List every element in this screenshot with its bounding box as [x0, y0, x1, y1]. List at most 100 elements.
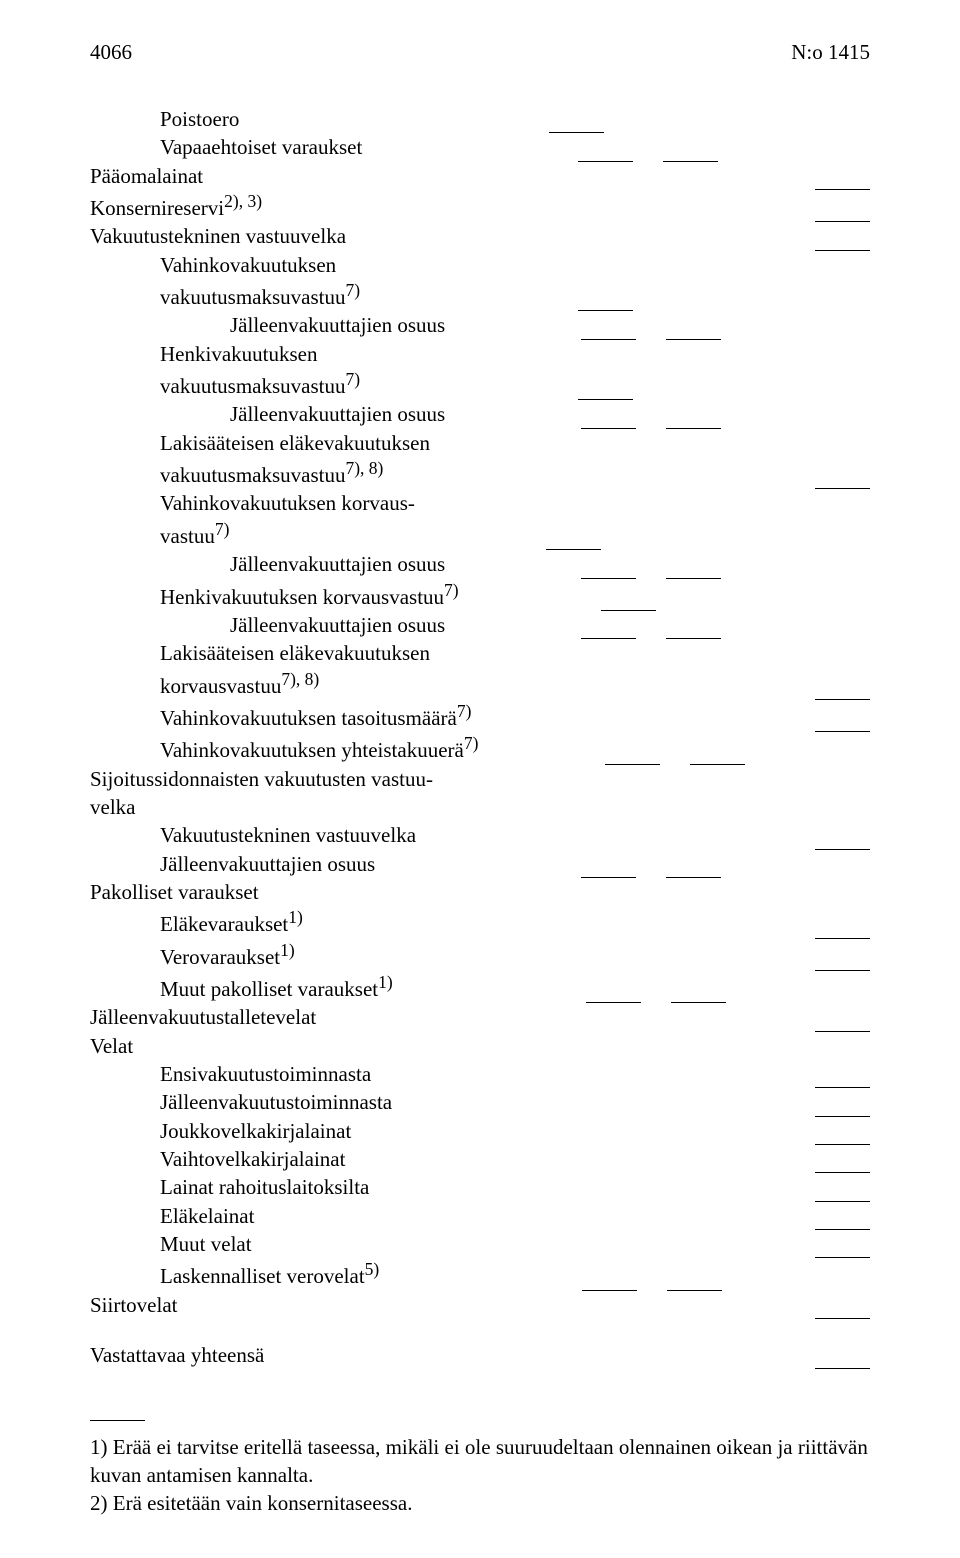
line-label: Poistoero: [160, 105, 239, 133]
blank-field: [601, 588, 656, 611]
blank-field: [549, 110, 604, 133]
line-label: Pakolliset varaukset: [90, 878, 259, 906]
line-label: Vakuutustekninen vastuuvelka: [160, 821, 416, 849]
total-label: Vastattavaa yhteensä: [90, 1341, 264, 1369]
balance-line: Pakolliset varaukset: [90, 878, 870, 906]
header-right: N:o 1415: [791, 40, 870, 65]
blank-field: [815, 916, 870, 939]
balance-line: Vahinkovakuutuksen tasoitusmäärä7): [90, 700, 870, 732]
blank-field: [663, 139, 718, 162]
line-label: Sijoitussidonnaisten vakuutusten vastuu-: [90, 765, 433, 793]
line-label: vakuutusmaksuvastuu7): [160, 279, 360, 311]
line-label: Ensivakuutustoiminnasta: [160, 1060, 371, 1088]
balance-line: Vahinkovakuutuksen: [90, 251, 870, 279]
line-sup: 5): [365, 1259, 380, 1279]
line-label: vakuutusmaksuvastuu7), 8): [160, 457, 383, 489]
line-sup: 7): [464, 733, 479, 753]
page-header: 4066 N:o 1415: [90, 40, 870, 65]
blank-field: [666, 317, 721, 340]
line-sup: 1): [288, 907, 303, 927]
blank-field: [578, 377, 633, 400]
footnote-item: 1) Erää ei tarvitse eritellä taseessa, m…: [90, 1433, 870, 1490]
line-label: Jälleenvakuuttajien osuus: [160, 850, 375, 878]
blank-field: [815, 1346, 870, 1369]
blank-field: [815, 228, 870, 251]
line-label: Vahinkovakuutuksen korvaus-: [160, 489, 415, 517]
line-label: vastuu7): [160, 518, 229, 550]
balance-line: Jälleenvakuuttajien osuus: [90, 311, 870, 339]
line-label: Jälleenvakuutustalletevelat: [90, 1003, 316, 1031]
blank-field: [815, 1009, 870, 1032]
blank-field: [815, 1065, 870, 1088]
balance-line: Eläkevaraukset1): [90, 906, 870, 938]
balance-line: vastuu7): [90, 518, 870, 550]
blank-field: [582, 1268, 637, 1291]
balance-line: Henkivakuutuksen: [90, 340, 870, 368]
line-label: Laskennalliset verovelat5): [160, 1258, 379, 1290]
balance-line: vakuutusmaksuvastuu7): [90, 279, 870, 311]
blank-field: [581, 555, 636, 578]
line-label: Vapaaehtoiset varaukset: [160, 133, 362, 161]
balance-line: Verovaraukset1): [90, 939, 870, 971]
line-label: Eläkelainat: [160, 1202, 254, 1230]
footnote-rule: [90, 1399, 145, 1421]
footnotes: 1) Erää ei tarvitse eritellä taseessa, m…: [90, 1399, 870, 1517]
header-left: 4066: [90, 40, 132, 65]
balance-line: Vaihtovelkakirjalainat: [90, 1145, 870, 1173]
line-sup: 1): [378, 972, 393, 992]
balance-line: Lakisääteisen eläkevakuutuksen: [90, 429, 870, 457]
balance-line: Lakisääteisen eläkevakuutuksen: [90, 639, 870, 667]
line-sup: 7): [457, 701, 472, 721]
blank-field: [666, 616, 721, 639]
blank-field: [815, 199, 870, 222]
balance-line: Vakuutustekninen vastuuvelka: [90, 821, 870, 849]
line-label: Velat: [90, 1032, 133, 1060]
balance-line: Eläkelainat: [90, 1202, 870, 1230]
line-label: Siirtovelat: [90, 1291, 178, 1319]
blank-field: [815, 709, 870, 732]
balance-line: Siirtovelat: [90, 1291, 870, 1319]
balance-line: Vakuutustekninen vastuuvelka: [90, 222, 870, 250]
blank-field: [690, 742, 745, 765]
line-label: Jälleenvakuuttajien osuus: [230, 550, 445, 578]
balance-line: Velat: [90, 1032, 870, 1060]
blank-field: [578, 288, 633, 311]
balance-line: Pääomalainat: [90, 162, 870, 190]
line-sup: 7), 8): [281, 669, 319, 689]
blank-field: [666, 855, 721, 878]
line-label: Joukkovelkakirjalainat: [160, 1117, 351, 1145]
balance-line: Poistoero: [90, 105, 870, 133]
blank-field: [815, 167, 870, 190]
blank-field: [667, 1268, 722, 1291]
balance-line: Jälleenvakuuttajien osuus: [90, 850, 870, 878]
line-label: velka: [90, 793, 135, 821]
balance-line: Konsernireservi2), 3): [90, 190, 870, 222]
balance-line: Jälleenvakuuttajien osuus: [90, 400, 870, 428]
balance-line: Henkivakuutuksen korvausvastuu7): [90, 579, 870, 611]
balance-line: korvausvastuu7), 8): [90, 668, 870, 700]
balance-line: vakuutusmaksuvastuu7), 8): [90, 457, 870, 489]
line-sup: 7): [444, 580, 459, 600]
blank-field: [581, 317, 636, 340]
blank-field: [815, 1094, 870, 1117]
blank-field: [815, 677, 870, 700]
balance-line: Laskennalliset verovelat5): [90, 1258, 870, 1290]
balance-line: Vahinkovakuutuksen yhteistakuuerä7): [90, 732, 870, 764]
line-label: korvausvastuu7), 8): [160, 668, 319, 700]
blank-field: [815, 1179, 870, 1202]
line-label: vakuutusmaksuvastuu7): [160, 368, 360, 400]
blank-field: [581, 406, 636, 429]
line-sup: 7): [215, 519, 230, 539]
line-label: Vahinkovakuutuksen tasoitusmäärä7): [160, 700, 471, 732]
line-label: Vakuutustekninen vastuuvelka: [90, 222, 346, 250]
line-label: Muut velat: [160, 1230, 252, 1258]
blank-field: [666, 555, 721, 578]
blank-field: [815, 1150, 870, 1173]
blank-field: [671, 980, 726, 1003]
balance-line: Joukkovelkakirjalainat: [90, 1117, 870, 1145]
balance-line: Jälleenvakuuttajien osuus: [90, 550, 870, 578]
balance-line: vakuutusmaksuvastuu7): [90, 368, 870, 400]
line-label: Pääomalainat: [90, 162, 203, 190]
blank-field: [815, 1235, 870, 1258]
line-label: Vahinkovakuutuksen yhteistakuuerä7): [160, 732, 478, 764]
